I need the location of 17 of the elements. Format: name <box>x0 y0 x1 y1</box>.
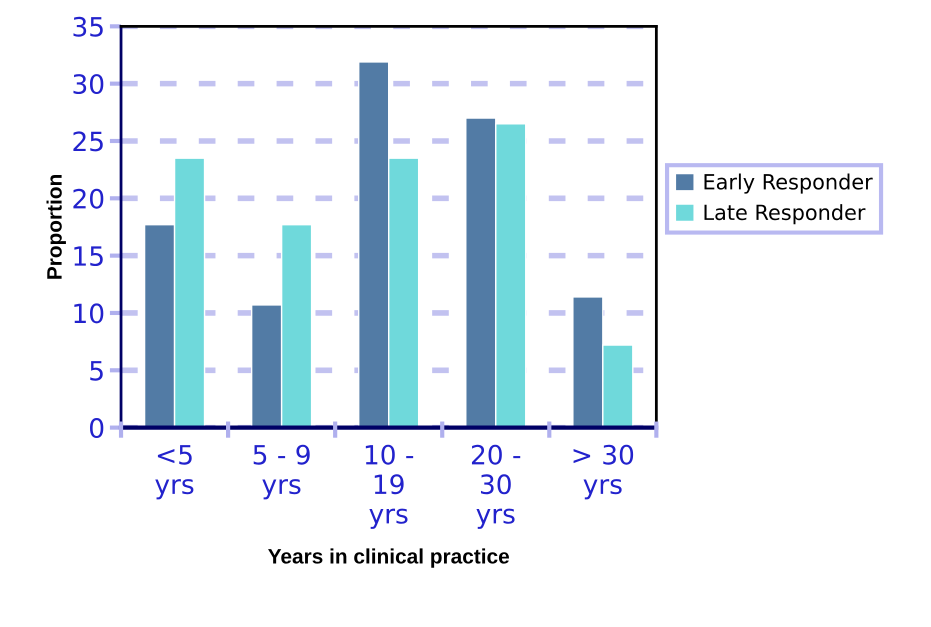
x-tick-label: <5 yrs <box>155 445 194 500</box>
x-axis-title: Years in clinical practice <box>268 548 510 568</box>
y-tick-label: 15 <box>74 246 103 266</box>
y-axis-title: Proportion <box>46 175 66 279</box>
y-tick-label: 20 <box>73 188 104 209</box>
y-tick-label: 35 <box>73 16 103 37</box>
x-tick-label: 20 - 30 yrs <box>472 444 520 529</box>
y-tick-label: 5 <box>90 361 103 381</box>
x-tick-label: > 30 yrs <box>574 444 634 500</box>
legend-label: Early Responder <box>704 174 873 194</box>
y-tick-label: 10 <box>74 303 104 324</box>
x-tick-label: 10 - 19 yrs <box>366 444 414 529</box>
y-tick-label: 0 <box>90 418 104 438</box>
x-tick-label: 5 - 9 yrs <box>254 444 310 500</box>
y-tick-label: 30 <box>73 74 104 94</box>
legend-label: Late Responder <box>704 204 866 224</box>
y-tick-label: 25 <box>73 131 103 152</box>
